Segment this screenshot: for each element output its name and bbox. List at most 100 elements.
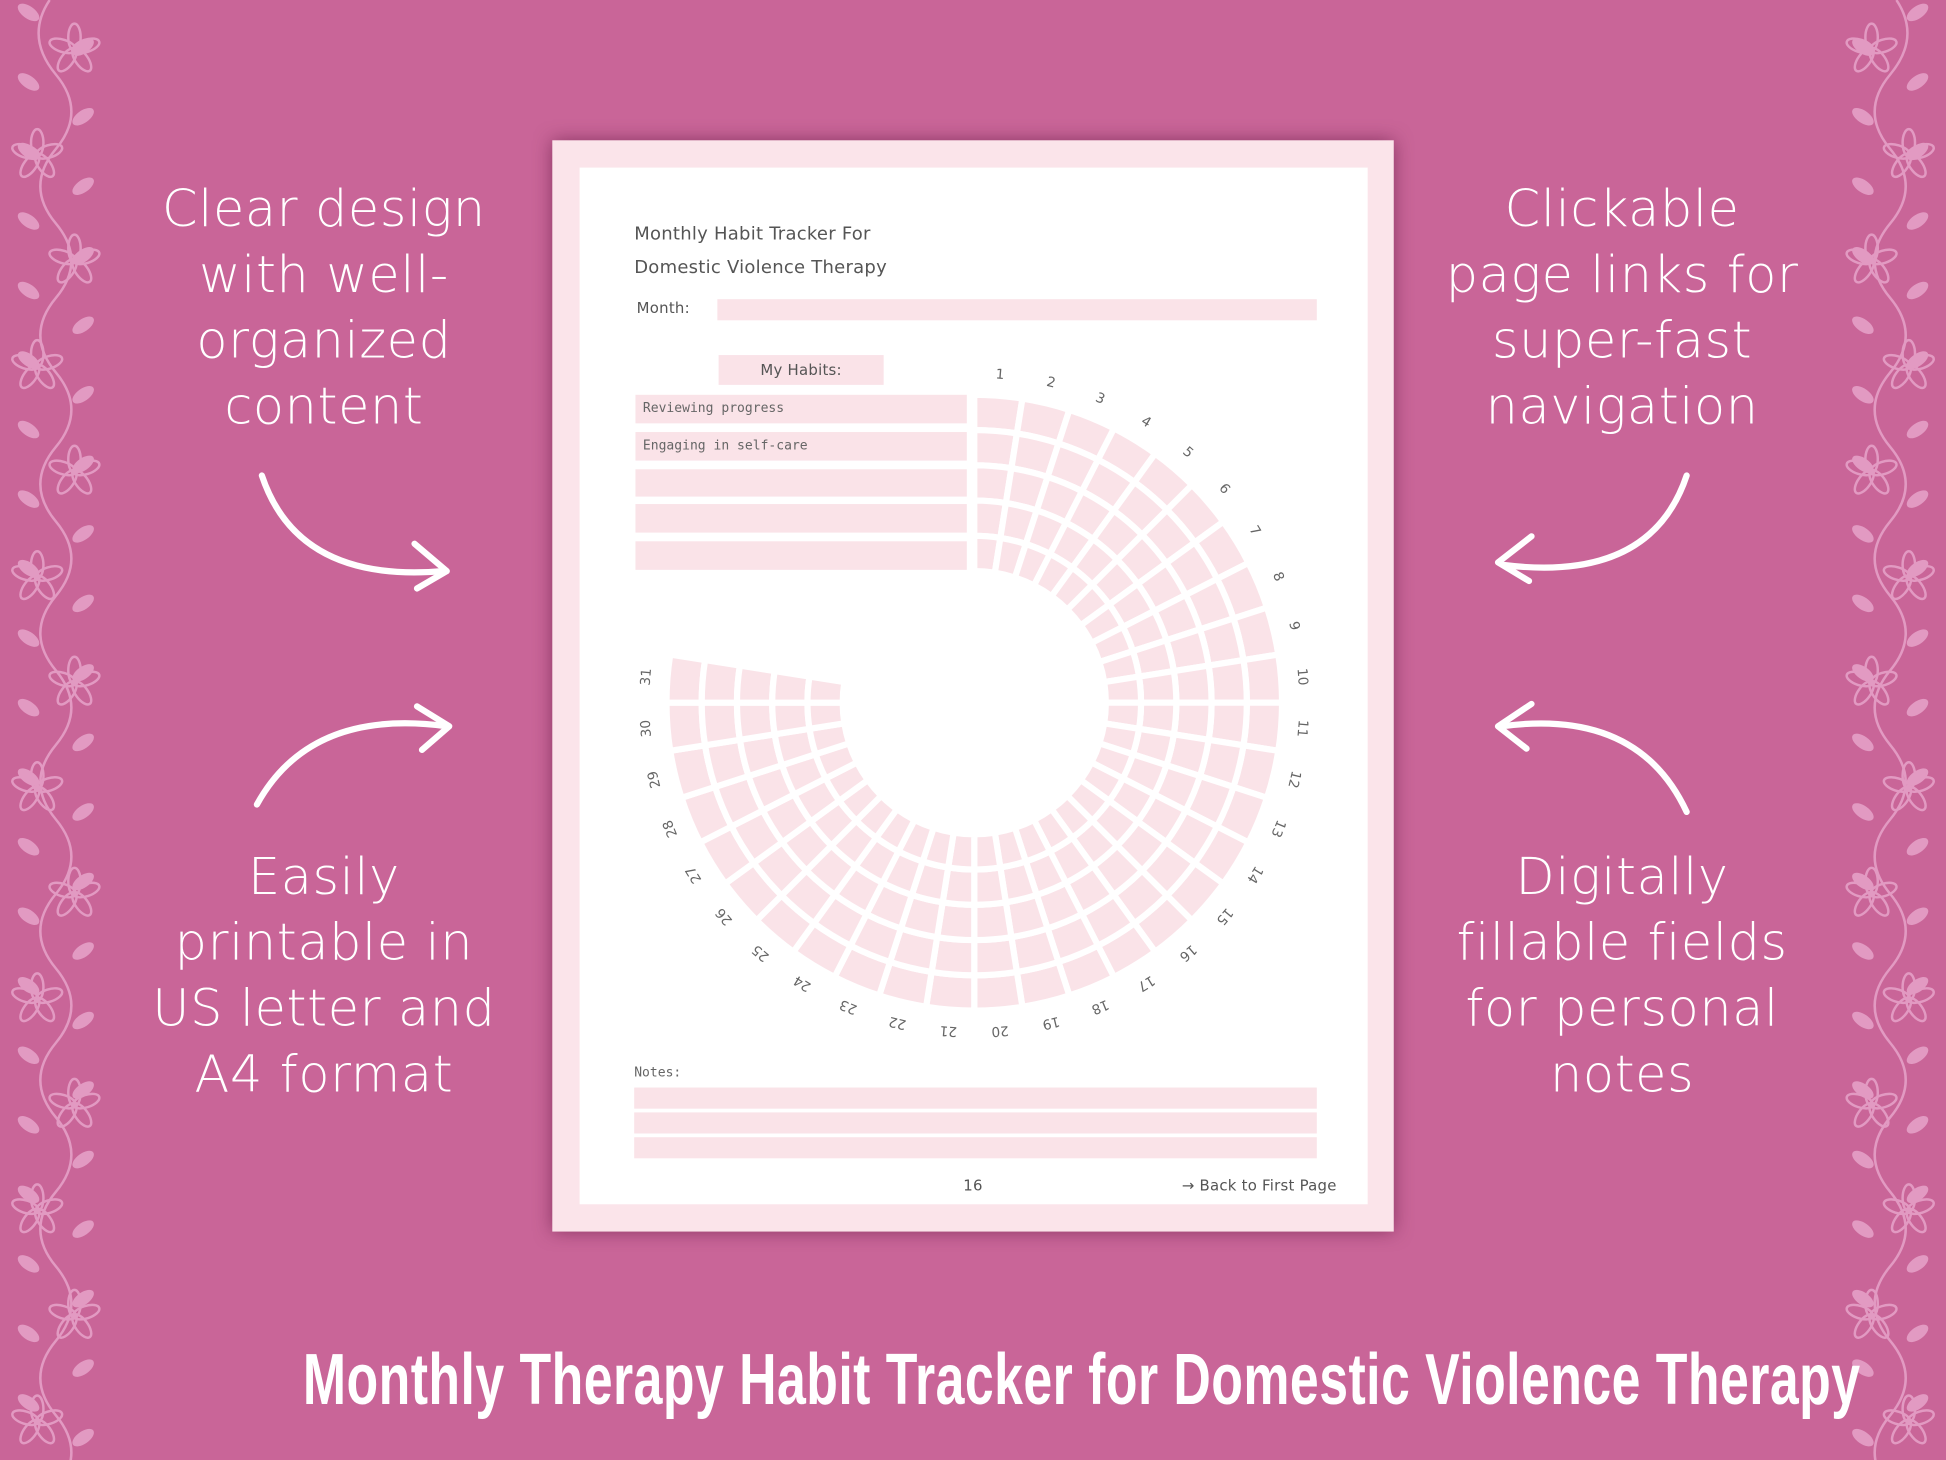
leaf-icon xyxy=(17,420,40,439)
tracker-cell-day-31-habit-3[interactable] xyxy=(733,662,779,706)
leaf-icon xyxy=(17,1255,40,1273)
day-label: 24 xyxy=(791,972,814,995)
leaf-icon xyxy=(1852,1011,1874,1030)
flower-icon xyxy=(1845,444,1898,495)
leaf-icon xyxy=(72,177,94,195)
flower-icon xyxy=(48,866,101,917)
notes-input-2[interactable] xyxy=(634,1112,1317,1134)
flower-icon xyxy=(11,972,64,1023)
flower-icon xyxy=(1845,1288,1898,1339)
feature-line: Easily xyxy=(247,846,400,907)
leaf-icon xyxy=(1852,1081,1874,1099)
leaf-icon xyxy=(1852,177,1874,195)
leaf-icon xyxy=(1906,837,1929,856)
banner-title-text: Monthly Therapy Habit Tracker for Domest… xyxy=(302,1339,1861,1421)
day-label: 28 xyxy=(660,818,681,840)
flower-icon xyxy=(48,22,101,73)
day-label: 11 xyxy=(1293,719,1310,738)
flower-icon xyxy=(1845,866,1898,917)
flower-icon xyxy=(1882,972,1935,1023)
leaf-icon xyxy=(1906,1046,1929,1065)
day-label: 27 xyxy=(682,863,705,886)
habit-input-4[interactable] xyxy=(635,504,967,533)
feature-line: organized xyxy=(196,310,452,370)
feature-fillable-fields: Digitally fillable fields for personal n… xyxy=(1424,844,1821,1107)
tracker-cell-day-10-habit-3[interactable] xyxy=(1170,662,1215,706)
tracker-cell-day-10-habit-4[interactable] xyxy=(1135,667,1180,706)
leaf-icon xyxy=(72,733,94,752)
back-to-first-page-link[interactable]: → Back to First Page xyxy=(1181,1176,1337,1195)
feature-line: content xyxy=(224,376,424,436)
tracker-cell-day-30-habit-5[interactable] xyxy=(804,699,848,733)
flower-icon xyxy=(1882,1394,1935,1445)
habit-input-3[interactable] xyxy=(635,469,967,497)
day-label: 8 xyxy=(1269,570,1287,584)
tracker-cell-day-30-habit-3[interactable] xyxy=(733,699,779,744)
tracker-cell-day-20-habit-3[interactable] xyxy=(971,898,1015,944)
flower-icon xyxy=(1882,761,1935,812)
flower-icon xyxy=(1882,549,1935,601)
tracker-cell-day-10-habit-5[interactable] xyxy=(1100,673,1145,706)
flower-icon xyxy=(1845,233,1898,284)
leaf-icon xyxy=(1852,1428,1874,1447)
leaf-icon xyxy=(72,942,94,960)
arrow-left-icon xyxy=(1494,700,1690,816)
habit-input-2[interactable]: Engaging in self-care xyxy=(635,432,967,461)
flower-icon xyxy=(1882,1183,1935,1234)
day-label: 3 xyxy=(1093,390,1107,408)
arrow-right-icon xyxy=(253,703,453,808)
leaf-icon xyxy=(72,1011,94,1030)
flower-icon xyxy=(48,444,101,495)
leaf-icon xyxy=(17,698,40,717)
feature-line: Digitally xyxy=(1515,846,1729,907)
day-label: 2 xyxy=(1045,374,1057,392)
notes-input-3[interactable] xyxy=(634,1137,1317,1159)
day-label: 15 xyxy=(1213,905,1236,929)
tracker-cell-day-20-habit-5[interactable] xyxy=(971,829,1004,873)
feature-clear-design: Clear design with well- organized conten… xyxy=(125,176,522,439)
day-label: 23 xyxy=(837,996,859,1017)
leaf-icon xyxy=(17,1046,40,1065)
habit-input-1[interactable]: Reviewing progress xyxy=(635,394,967,424)
month-label: Month: xyxy=(636,299,690,317)
page-title-line1: Monthly Habit Tracker For xyxy=(634,224,871,245)
day-label: 10 xyxy=(1293,668,1310,687)
leaf-icon xyxy=(17,73,40,91)
leaf-icon xyxy=(72,1428,94,1447)
leaf-icon xyxy=(1906,1255,1929,1273)
tracker-cell-day-30-habit-4[interactable] xyxy=(769,699,814,738)
leaf-icon xyxy=(1852,803,1874,821)
flower-icon xyxy=(48,1077,101,1128)
tracker-cell-day-31-habit-5[interactable] xyxy=(804,673,848,706)
tracker-cell-day-31-habit-4[interactable] xyxy=(769,667,814,706)
day-label: 9 xyxy=(1285,620,1303,632)
leaf-icon xyxy=(17,837,40,856)
leaf-icon xyxy=(1852,594,1874,613)
flower-icon xyxy=(11,338,64,390)
habit-input-5[interactable] xyxy=(635,541,967,570)
day-label: 4 xyxy=(1138,413,1154,431)
feature-line: notes xyxy=(1549,1044,1695,1104)
leaf-icon xyxy=(1906,420,1929,439)
leaf-icon xyxy=(17,907,40,925)
notes-label: Notes: xyxy=(634,1065,682,1081)
day-label: 5 xyxy=(1179,444,1196,462)
page-title-line2: Domestic Violence Therapy xyxy=(634,258,887,279)
flower-icon xyxy=(48,1288,101,1339)
flower-icon xyxy=(11,127,64,179)
day-label: 18 xyxy=(1089,996,1111,1017)
leaf-icon xyxy=(1906,907,1929,925)
leaf-icon xyxy=(1852,386,1874,404)
day-label: 30 xyxy=(638,719,655,738)
day-label: 13 xyxy=(1267,818,1288,840)
tracker-cell-day-20-habit-4[interactable] xyxy=(971,863,1010,908)
feature-printable: Easily printable in US letter and A4 for… xyxy=(125,844,522,1107)
month-input[interactable] xyxy=(717,299,1317,321)
day-label: 1 xyxy=(995,366,1005,383)
leaf-icon xyxy=(72,316,94,335)
notes-input-1[interactable] xyxy=(634,1087,1317,1109)
leaf-icon xyxy=(1852,525,1874,543)
leaf-icon xyxy=(1852,1220,1874,1238)
